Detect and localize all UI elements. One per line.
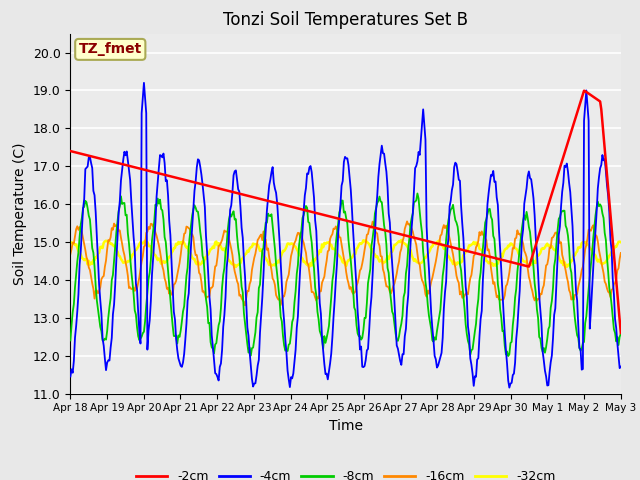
- Title: Tonzi Soil Temperatures Set B: Tonzi Soil Temperatures Set B: [223, 11, 468, 29]
- Text: TZ_fmet: TZ_fmet: [79, 42, 142, 56]
- Legend: -2cm, -4cm, -8cm, -16cm, -32cm: -2cm, -4cm, -8cm, -16cm, -32cm: [131, 465, 561, 480]
- Y-axis label: Soil Temperature (C): Soil Temperature (C): [13, 143, 28, 285]
- X-axis label: Time: Time: [328, 419, 363, 433]
